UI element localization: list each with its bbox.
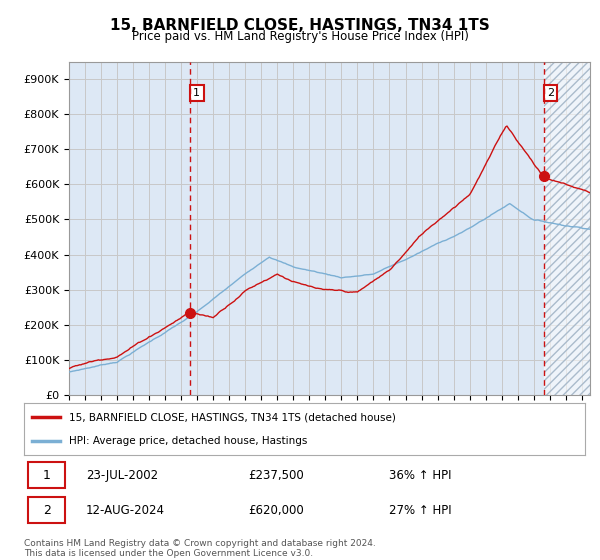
Text: 23-JUL-2002: 23-JUL-2002 bbox=[86, 469, 158, 482]
Text: Price paid vs. HM Land Registry's House Price Index (HPI): Price paid vs. HM Land Registry's House … bbox=[131, 30, 469, 43]
Text: 27% ↑ HPI: 27% ↑ HPI bbox=[389, 503, 451, 517]
Text: 2: 2 bbox=[43, 503, 50, 517]
Bar bbox=[544, 62, 590, 395]
Text: 36% ↑ HPI: 36% ↑ HPI bbox=[389, 469, 451, 482]
Text: £620,000: £620,000 bbox=[248, 503, 304, 517]
Text: Contains HM Land Registry data © Crown copyright and database right 2024.
This d: Contains HM Land Registry data © Crown c… bbox=[24, 539, 376, 558]
Text: 15, BARNFIELD CLOSE, HASTINGS, TN34 1TS (detached house): 15, BARNFIELD CLOSE, HASTINGS, TN34 1TS … bbox=[69, 412, 396, 422]
Text: 1: 1 bbox=[43, 469, 50, 482]
Bar bbox=[28, 463, 65, 488]
Text: £237,500: £237,500 bbox=[248, 469, 304, 482]
Text: HPI: Average price, detached house, Hastings: HPI: Average price, detached house, Hast… bbox=[69, 436, 307, 446]
Bar bbox=[28, 497, 65, 523]
Text: 15, BARNFIELD CLOSE, HASTINGS, TN34 1TS: 15, BARNFIELD CLOSE, HASTINGS, TN34 1TS bbox=[110, 18, 490, 34]
Text: 1: 1 bbox=[193, 88, 200, 98]
Text: 12-AUG-2024: 12-AUG-2024 bbox=[86, 503, 165, 517]
Text: 2: 2 bbox=[547, 88, 554, 98]
